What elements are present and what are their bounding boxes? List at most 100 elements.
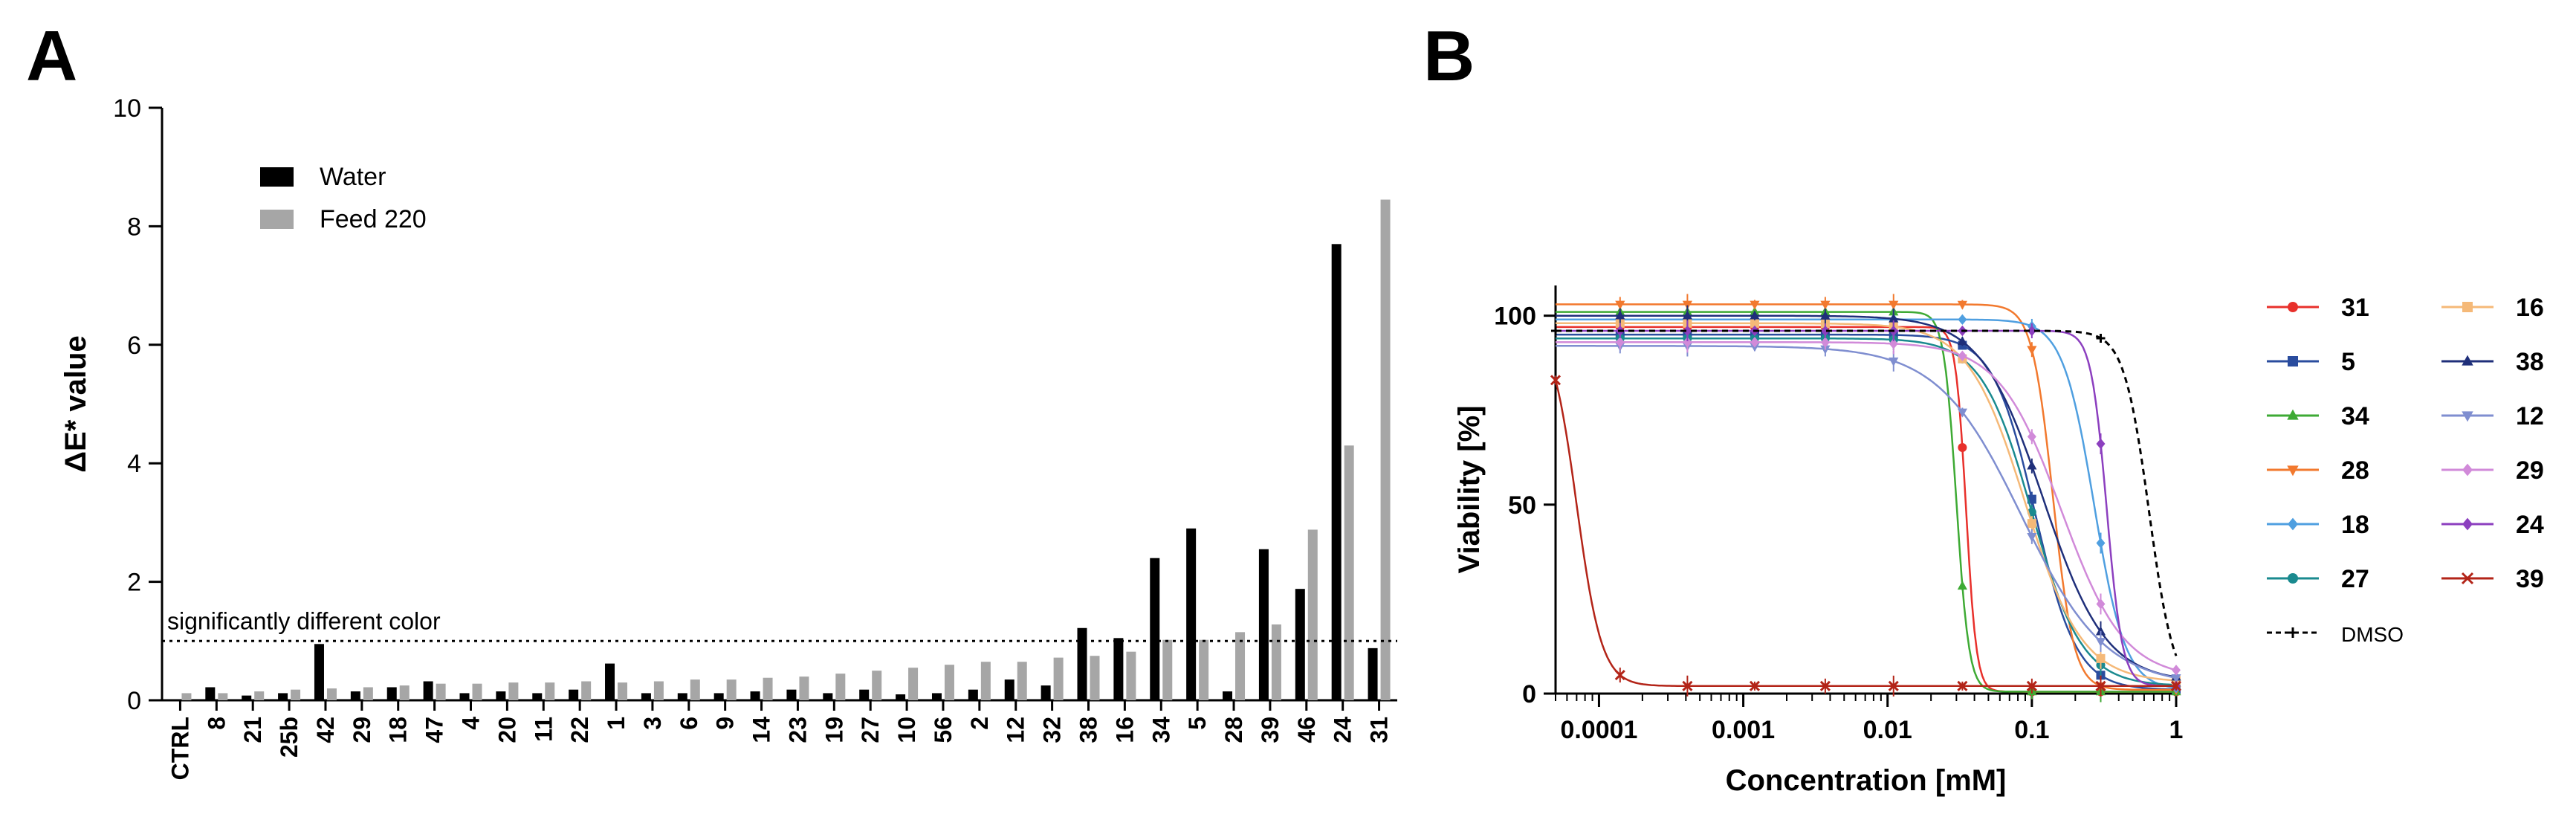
legend-label: 31 (2341, 294, 2369, 322)
x-tick-label: 25b (276, 717, 302, 758)
bar-feed-220 (581, 681, 592, 700)
legend-label: 27 (2341, 565, 2369, 593)
curve-18 (1556, 318, 2177, 689)
y-tick-label: 50 (1508, 491, 1536, 520)
bar-feed-220 (326, 688, 337, 700)
legend-marker (2287, 409, 2299, 420)
legend-label: Feed 220 (320, 205, 427, 233)
x-tick-label: 0.001 (1712, 716, 1775, 744)
bar-feed-220 (545, 682, 555, 700)
x-tick-label: 5 (1184, 717, 1211, 730)
x-tick-label: 16 (1111, 717, 1138, 743)
legend-swatch (260, 167, 294, 187)
legend-marker (2288, 517, 2298, 531)
point-39 (1749, 680, 1761, 691)
point-12 (1957, 408, 1967, 418)
x-tick-label: 4 (458, 717, 485, 730)
x-tick-label: 1 (2169, 716, 2184, 744)
legend-marker (2462, 463, 2473, 477)
legend-marker (2287, 465, 2299, 477)
bar-water (641, 693, 651, 700)
bar-water (278, 693, 288, 700)
bar-water (896, 694, 906, 700)
y-tick-label: 8 (127, 213, 141, 241)
point-dmso (1551, 326, 1560, 335)
bar-water (205, 687, 216, 700)
point-39 (1888, 680, 1899, 691)
legend-marker (2462, 517, 2473, 531)
x-tick-label: 39 (1257, 717, 1284, 743)
point-24 (1683, 325, 1692, 337)
x-tick-label: 46 (1293, 717, 1320, 743)
point-39 (1550, 375, 1562, 386)
x-axis-label: Concentration [mM] (1726, 764, 2007, 797)
bar-water (931, 693, 942, 700)
panel-label-b: B (1423, 16, 1475, 96)
point-29 (1820, 337, 1830, 348)
bar-water (677, 693, 687, 700)
legend-marker (2461, 572, 2474, 585)
bar-water (823, 693, 833, 700)
point-39 (1819, 680, 1831, 691)
y-axis-label: ΔE* value (59, 335, 92, 472)
x-tick-label: 1 (603, 717, 630, 730)
bar-water (786, 689, 797, 700)
point-28 (1820, 300, 1831, 310)
bar-feed-220 (1017, 662, 1027, 700)
point-28 (2027, 346, 2037, 355)
x-tick-label: 11 (530, 717, 557, 742)
bar-water (1186, 528, 1197, 700)
x-tick-label: 8 (203, 717, 230, 730)
legend-marker (2462, 302, 2473, 312)
point-29 (1889, 338, 1898, 349)
point-38 (1957, 336, 1967, 346)
point-39 (1957, 680, 1968, 691)
bar-water (569, 689, 579, 700)
bar-feed-220 (618, 682, 628, 700)
x-tick-label: 22 (566, 717, 593, 743)
y-tick-label: 6 (127, 332, 141, 360)
point-39 (2095, 680, 2106, 691)
bar-feed-220 (763, 677, 773, 700)
bar-water (314, 644, 324, 700)
bar-water (242, 695, 252, 700)
bar-feed-220 (1271, 624, 1281, 700)
bar-feed-220 (690, 679, 700, 700)
bar-feed-220 (799, 676, 809, 700)
point-39 (2170, 680, 2182, 691)
point-38 (1820, 310, 1831, 320)
curve-38 (1556, 314, 2177, 679)
point-39 (1614, 669, 1625, 681)
legend-label: 28 (2341, 456, 2369, 485)
legend-marker (2462, 411, 2473, 422)
x-tick-label: 19 (821, 717, 847, 743)
point-16 (2096, 653, 2106, 663)
bar-feed-220 (1380, 199, 1391, 700)
legend-label: 24 (2516, 511, 2544, 539)
legend-label: DMSO (2341, 623, 2404, 646)
curve-5 (1556, 333, 2177, 691)
y-tick-label: 0 (1522, 680, 1536, 708)
x-tick-label: 47 (421, 717, 448, 743)
point-38 (1615, 310, 1625, 320)
bar-water (496, 691, 506, 700)
curve-dmso (1556, 329, 2178, 656)
legend-marker (2288, 573, 2298, 584)
bar-water (1368, 648, 1378, 700)
point-18 (2096, 537, 2106, 549)
bar-feed-220 (944, 665, 954, 700)
bar-water (859, 689, 870, 700)
y-tick-label: 100 (1494, 303, 1536, 331)
legend-label: 38 (2516, 348, 2544, 376)
x-tick-label: 21 (239, 717, 266, 743)
point-34 (1957, 581, 1967, 590)
bar-water (350, 691, 360, 700)
point-29 (1958, 350, 1967, 361)
point-16 (1750, 318, 1759, 328)
x-tick-label: 29 (349, 717, 375, 743)
curve-16 (1556, 322, 2177, 682)
bar-feed-220 (1162, 639, 1173, 700)
point-12 (2095, 638, 2106, 648)
y-tick-label: 2 (127, 569, 141, 597)
y-tick-label: 4 (127, 450, 141, 478)
